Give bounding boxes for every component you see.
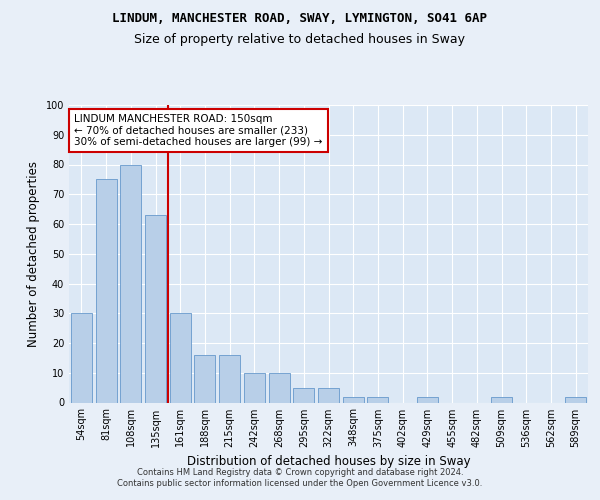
Bar bbox=[194, 355, 215, 403]
Bar bbox=[95, 180, 116, 402]
Bar bbox=[343, 396, 364, 402]
Bar bbox=[269, 373, 290, 402]
Text: LINDUM MANCHESTER ROAD: 150sqm
← 70% of detached houses are smaller (233)
30% of: LINDUM MANCHESTER ROAD: 150sqm ← 70% of … bbox=[74, 114, 323, 147]
Bar bbox=[71, 313, 92, 402]
Bar bbox=[244, 373, 265, 402]
Bar bbox=[219, 355, 240, 403]
Bar bbox=[170, 313, 191, 402]
Bar bbox=[565, 396, 586, 402]
Bar bbox=[293, 388, 314, 402]
X-axis label: Distribution of detached houses by size in Sway: Distribution of detached houses by size … bbox=[187, 455, 470, 468]
Bar bbox=[120, 164, 141, 402]
Text: LINDUM, MANCHESTER ROAD, SWAY, LYMINGTON, SO41 6AP: LINDUM, MANCHESTER ROAD, SWAY, LYMINGTON… bbox=[113, 12, 487, 26]
Y-axis label: Number of detached properties: Number of detached properties bbox=[27, 161, 40, 347]
Bar bbox=[145, 215, 166, 402]
Bar bbox=[318, 388, 339, 402]
Bar bbox=[491, 396, 512, 402]
Text: Contains HM Land Registry data © Crown copyright and database right 2024.
Contai: Contains HM Land Registry data © Crown c… bbox=[118, 468, 482, 487]
Bar bbox=[417, 396, 438, 402]
Bar bbox=[367, 396, 388, 402]
Text: Size of property relative to detached houses in Sway: Size of property relative to detached ho… bbox=[134, 32, 466, 46]
